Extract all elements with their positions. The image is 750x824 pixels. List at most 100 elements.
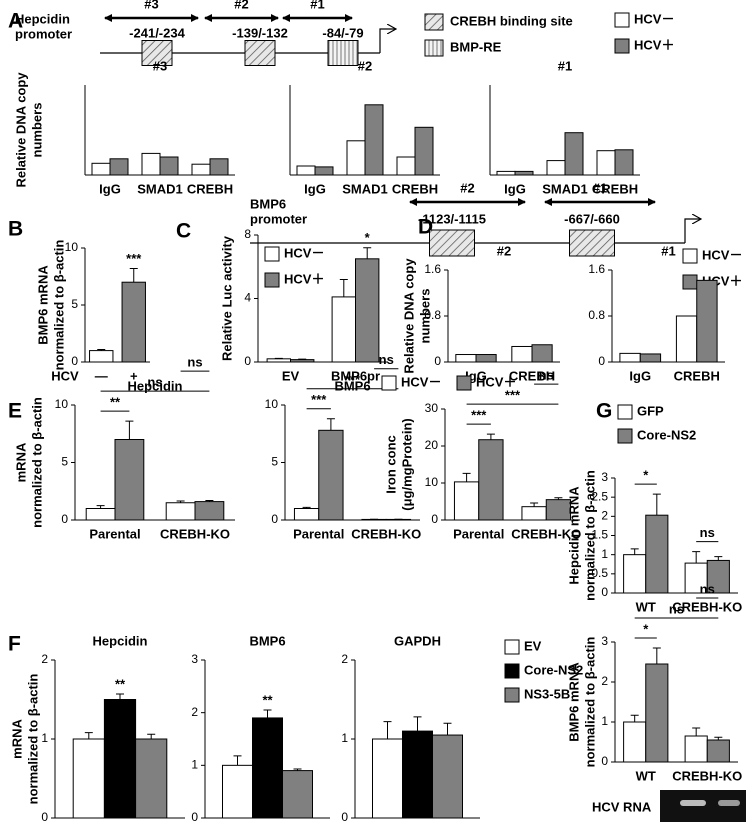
gel-band: [680, 800, 706, 806]
promoter-label: BMP6: [250, 196, 286, 211]
error-bar: [147, 733, 156, 739]
x-tick-label: Parental: [453, 526, 504, 541]
panel-label: A: [8, 10, 23, 33]
bar: [296, 165, 316, 176]
legend-swatch: [617, 428, 633, 444]
bar: [72, 738, 105, 819]
x-tick-label: CREBH: [509, 368, 555, 383]
x-tick-label: IgG: [99, 181, 121, 196]
bar: [614, 149, 634, 176]
chart-title: #2: [358, 58, 372, 73]
y-tick-label: 0.8: [424, 308, 441, 322]
bar: [266, 358, 292, 363]
legend-swatch: [682, 274, 698, 290]
y-axis-label: numbers: [417, 289, 432, 344]
legend-label: HCV－: [634, 11, 674, 26]
error-bar: [302, 506, 311, 509]
bar: [252, 717, 283, 819]
site-range: -1123/-1115: [418, 211, 486, 226]
error-bar: [554, 497, 563, 500]
bar: [475, 354, 497, 363]
bar: [546, 160, 566, 176]
bar: [364, 104, 384, 176]
legend-swatch: [264, 272, 280, 288]
legend-label: GFP: [637, 403, 664, 418]
bar: [623, 721, 647, 763]
error-bar: [129, 268, 138, 283]
y-tick-label: 2: [601, 509, 608, 523]
legend-swatch: [682, 248, 698, 264]
tss-arrow: [379, 29, 396, 53]
site-legend-label: BMP-RE: [450, 39, 502, 54]
bar: [318, 429, 344, 521]
bar: [645, 514, 669, 594]
x-tick-label: CREBH: [392, 181, 438, 196]
bar: [372, 738, 403, 819]
panel-label: B: [8, 218, 23, 241]
significance: **: [262, 692, 273, 707]
bar: [346, 140, 366, 176]
y-tick-label: 0: [601, 585, 608, 599]
bar: [85, 508, 116, 521]
bar: [531, 344, 553, 363]
x-tick-label: CREBH-KO: [160, 526, 230, 541]
y-tick-label: 20: [425, 438, 439, 452]
bar: [675, 315, 698, 363]
site-range: -84/-79: [322, 25, 363, 40]
significance: ***: [345, 372, 361, 387]
bar: [141, 152, 161, 176]
significance: ns: [187, 355, 202, 370]
bar: [91, 162, 111, 176]
bar: [355, 258, 380, 363]
legend-label: HCV－: [401, 374, 441, 389]
bar: [645, 663, 669, 763]
y-tick-label: 1.6: [588, 262, 605, 276]
x-tick-label: CREBH-KO: [672, 768, 742, 783]
promoter-label: promoter: [15, 26, 72, 41]
bar: [496, 170, 516, 176]
error-bar: [462, 472, 471, 482]
error-bar: [383, 721, 392, 739]
y-tick-label: 3: [601, 634, 608, 648]
y-axis-label: normalized to β-actin: [25, 674, 40, 805]
y-tick-label: 5: [61, 455, 68, 469]
chart-title: #1: [558, 58, 572, 73]
bar: [191, 163, 211, 176]
error-bar: [96, 505, 105, 509]
site-name: #3: [144, 0, 158, 11]
x-tick-label: Parental: [89, 526, 140, 541]
x-tick-label: SMAD1: [542, 181, 588, 196]
significance: ***: [471, 408, 487, 423]
y-tick-label: 10: [55, 397, 69, 411]
error-bar: [630, 548, 639, 555]
chart-title: #2: [497, 243, 511, 258]
site-legend-swatch: [424, 13, 444, 31]
y-tick-label: 2: [341, 652, 348, 666]
y-axis-label: mRNA: [13, 442, 28, 482]
error-bar: [339, 278, 348, 297]
bar: [684, 735, 708, 763]
legend-swatch: [381, 375, 397, 391]
legend-label: HCV－: [284, 245, 324, 260]
significance: ***: [126, 251, 142, 266]
y-tick-label: 0: [434, 354, 441, 368]
legend-label: HCV＋: [476, 374, 516, 389]
chart-title: Hepcidin: [93, 633, 148, 648]
y-tick-label: 0.5: [591, 566, 608, 580]
bar: [619, 352, 641, 363]
x-tick-label: WT: [636, 768, 656, 783]
bar: [432, 734, 463, 819]
error-bar: [125, 420, 134, 440]
legend-swatch: [504, 663, 520, 679]
x-tick-label: CREBH: [187, 181, 233, 196]
site-name: #2: [460, 180, 474, 195]
binding-site: [244, 40, 276, 66]
bar: [290, 359, 315, 363]
legend-swatch: [264, 246, 280, 262]
y-axis-label: Hepcidin mRNA: [566, 486, 581, 585]
y-tick-label: 30: [425, 401, 439, 415]
site-legend-label: CREBH binding site: [450, 13, 573, 28]
bar: [103, 699, 137, 819]
bar: [165, 502, 196, 521]
y-tick-label: 5: [71, 297, 78, 311]
